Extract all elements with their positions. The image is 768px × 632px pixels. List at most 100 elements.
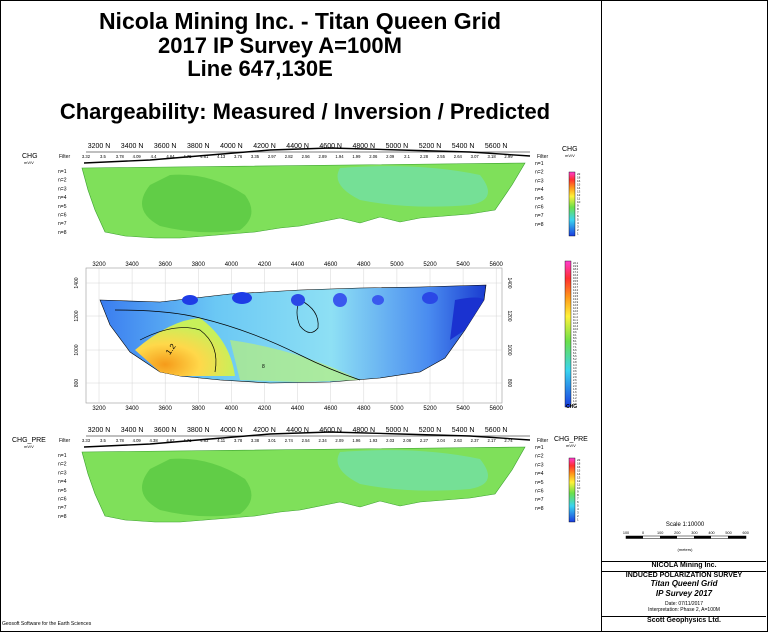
- p-filter-value: 2.17: [488, 438, 497, 443]
- m-n-level-right: n=6: [535, 205, 544, 211]
- p-n-level-right: n=7: [535, 497, 544, 503]
- m-scale-value: 18: [577, 176, 581, 180]
- p-filter-value: 2.09: [335, 438, 344, 443]
- inversion-station-top: 5000: [390, 262, 404, 268]
- m-station-label: 4200 N: [253, 143, 276, 150]
- m-scale-value: 4: [577, 221, 579, 225]
- inversion-scale-value: 1.2: [573, 396, 577, 400]
- m-n-level: n=4: [58, 195, 67, 201]
- inversion-scale-value: 14.7: [573, 285, 579, 289]
- predicted-topo-line: [83, 431, 531, 448]
- inversion-scale-value: 1.6: [573, 390, 577, 394]
- m-filter-value: 3.07: [471, 154, 480, 159]
- inversion-station-labels-bottom: 3200 3400 3600 3800 4000 4200 4400 4600 4800 5000…: [92, 406, 503, 412]
- inversion-scale-value: 5.2: [573, 357, 577, 361]
- inversion-scale-value: 13.9: [573, 291, 579, 295]
- p-station-label: 4800 N: [353, 427, 376, 434]
- inversion-station-top: 3800: [192, 262, 206, 268]
- inversion-scale-value: 22.1: [573, 261, 579, 265]
- measured-label: CHG: [22, 153, 38, 160]
- tb-grid: Titan QueenI Grid: [650, 579, 718, 588]
- p-filter-value: 3.01: [268, 438, 277, 443]
- p-station-label: 5200 N: [419, 427, 442, 434]
- m-n-level-right: n=7: [535, 213, 544, 219]
- p-n-level-right: n=6: [535, 489, 544, 495]
- inversion-elevation-right: 1200: [506, 310, 512, 321]
- scale-tick: 300: [691, 531, 697, 535]
- p-scale-value: 6: [577, 500, 579, 504]
- predicted-color-scale: [568, 457, 576, 523]
- m-filter-value: 4.61: [200, 154, 209, 159]
- m-station-label: 5400 N: [452, 143, 475, 150]
- p-station-label: 3200 N: [88, 427, 111, 434]
- inversion-station-bottom: 4400: [291, 406, 305, 412]
- p-scale-value: 7: [577, 497, 579, 501]
- inversion-elevation-left: 1200: [74, 310, 80, 321]
- inversion-scale-value: 9.6: [573, 330, 577, 334]
- p-filter-value: 3.33: [82, 438, 91, 443]
- inversion-station-top: 4800: [357, 262, 371, 268]
- inversion-station-top: 3200: [92, 262, 106, 268]
- m-scale-value: 3: [577, 225, 579, 229]
- inversion-scale-value: 4.8: [573, 360, 577, 364]
- inversion-section: 3200 3400 3600 3800 4000 4200 4400 4600 4800 5000…: [74, 260, 579, 412]
- m-n-level: n=2: [58, 178, 67, 184]
- m-scale-value: 13: [577, 190, 581, 194]
- m-station-label: 3400 N: [121, 143, 144, 150]
- inversion-scale-value: 12.6: [573, 303, 579, 307]
- inversion-scale-value: 2.6: [573, 378, 577, 382]
- p-station-label: 3800 N: [187, 427, 210, 434]
- p-scale-value: 8: [577, 493, 579, 497]
- m-scale-value: 5: [577, 218, 579, 222]
- inversion-station-top: 4600: [324, 262, 338, 268]
- m-scale-value: 15: [577, 183, 581, 187]
- p-station-label: 5000 N: [386, 427, 409, 434]
- inversion-elevation-left: 1400 1200 1000 800: [74, 277, 80, 387]
- inversion-station-top: 3600: [159, 262, 173, 268]
- p-filter-value: 4.11: [217, 438, 226, 443]
- scale-bar: Scale 1:10000 100 0 100 200 300 400 500 600 (me…: [623, 522, 749, 552]
- m-filter-value: 3.76: [234, 154, 243, 159]
- inversion-station-top: 4200: [258, 262, 272, 268]
- p-scale-value: 22: [577, 458, 581, 462]
- m-filter-value: 4.64: [166, 154, 175, 159]
- m-filter-value: 3.5: [100, 154, 106, 159]
- m-filter-value: 2.09: [386, 154, 395, 159]
- m-scale-value: 11: [577, 197, 580, 201]
- inversion-scale-value: 10.8: [573, 321, 579, 325]
- p-filter-value: 2.27: [420, 438, 429, 443]
- p-scale-value: 15: [577, 469, 581, 473]
- p-scale-value: 13: [577, 476, 581, 480]
- inversion-station-bottom: 3800: [192, 406, 206, 412]
- inversion-station-bottom: 4000: [225, 406, 239, 412]
- inversion-scale-value: 7.1: [573, 345, 577, 349]
- inversion-scale-value: 2.0: [573, 384, 577, 388]
- inversion-scale-value: 0.8: [573, 402, 577, 406]
- inversion-scale-value: 10.4: [573, 324, 579, 328]
- inversion-scale-label: CHG: [566, 404, 577, 410]
- m-filter-value: 4.09: [133, 154, 142, 159]
- p-filter-value: 2.03: [386, 438, 395, 443]
- inversion-station-top: 5200: [423, 262, 437, 268]
- measured-unit: mV/V: [24, 160, 34, 165]
- m-filter-value: 2.89: [319, 154, 328, 159]
- inversion-elevation-left: 1000: [74, 344, 80, 355]
- inversion-station-top: 5600: [490, 262, 504, 268]
- m-filter-value: 2.99: [504, 154, 513, 159]
- scale-tick: 500: [725, 531, 731, 535]
- inversion-elevation-right: 800: [506, 379, 512, 388]
- p-scale-value: 18: [577, 462, 581, 466]
- tb-date: Date: 07/11/2017: [665, 601, 703, 607]
- inversion-station-top: 4000: [225, 262, 239, 268]
- m-n-level: n=8: [58, 230, 67, 236]
- p-n-level: n=3: [58, 470, 67, 476]
- scale-tick: 0: [642, 531, 644, 535]
- p-station-label: 5600 N: [485, 427, 508, 434]
- inversion-station-bottom: 3600: [159, 406, 173, 412]
- m-scale-value: 1: [577, 232, 579, 236]
- predicted-n-levels: n=1 n=2 n=3 n=4 n=5 n=6 n=7 n=8: [58, 453, 67, 520]
- p-n-level-right: n=4: [535, 471, 544, 477]
- p-filter-value: 2.04: [437, 438, 446, 443]
- pseudosection-plots: 3200 N 3400 N 3600 N 3800 N 4000 N 4200 N 4400…: [12, 143, 588, 523]
- inversion-station-bottom: 4200: [258, 406, 272, 412]
